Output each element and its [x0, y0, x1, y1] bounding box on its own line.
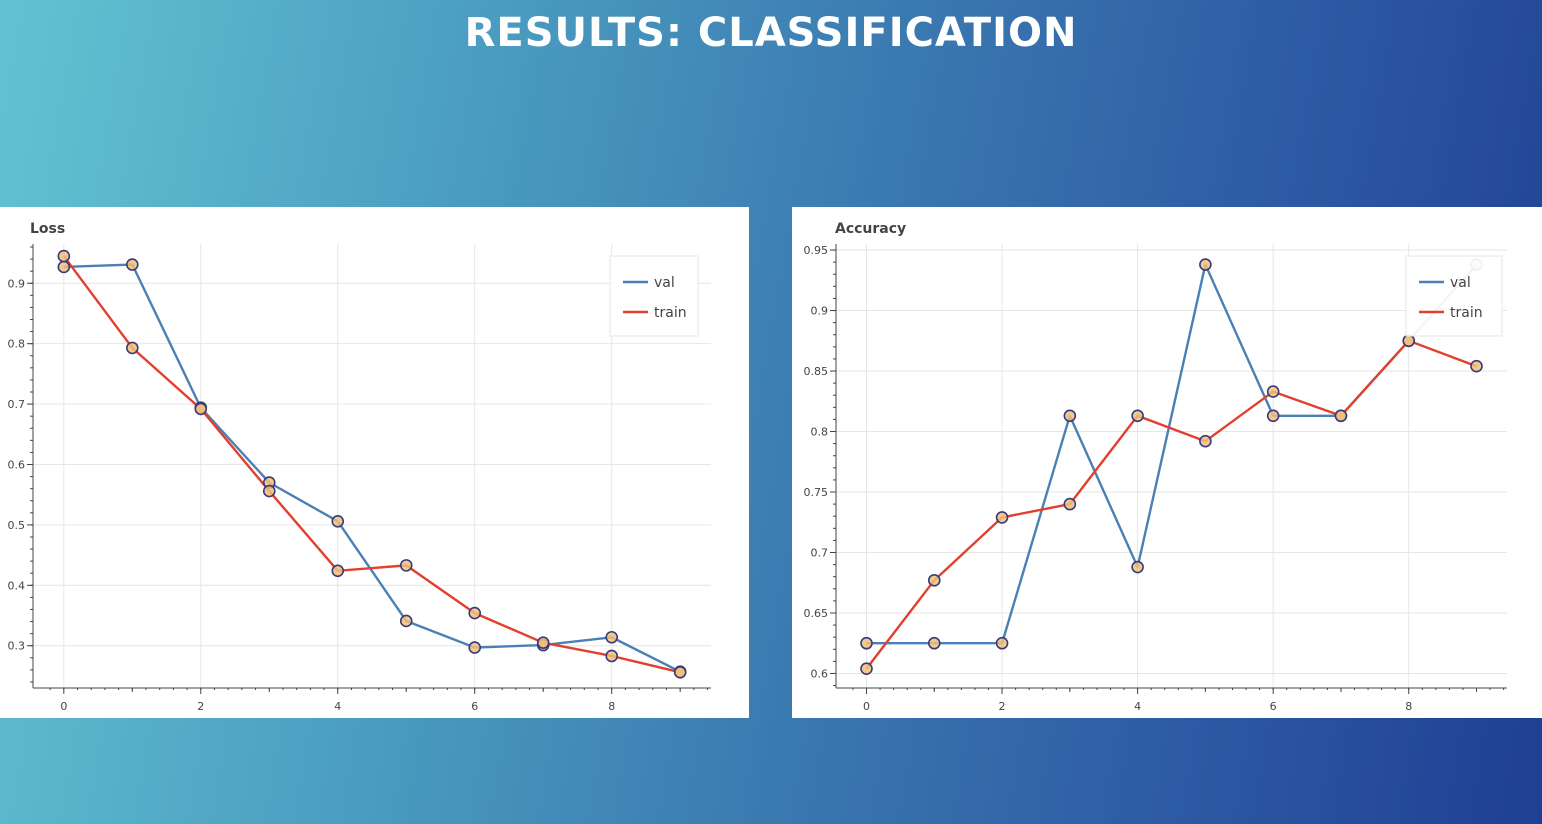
data-point-train [927, 574, 941, 587]
x-tick-label: 6 [1270, 700, 1277, 713]
data-point-val [1266, 409, 1280, 423]
data-point-train [605, 649, 618, 663]
x-tick-label: 8 [1405, 700, 1412, 713]
data-point-val [860, 636, 873, 650]
loss-chart: Loss 0 2 4 6 8 0.3 0.4 0.5 0.6 0.7 0.8 0.9 val train [8, 221, 711, 713]
legend-label-val: val [654, 275, 675, 291]
series-line-train [865, 339, 1477, 670]
data-point-train [1334, 409, 1348, 423]
data-point-val [1199, 258, 1212, 271]
legend: val train [1405, 255, 1503, 337]
accuracy-chart: Accuracy 0 2 4 6 8 0.6 0.65 0.7 0.75 0.8 0.85 0.9 0.9… [804, 221, 1507, 713]
data-point-train [1266, 385, 1280, 398]
data-point-train [468, 606, 482, 620]
x-tick-label: 4 [1134, 700, 1141, 713]
y-tick-label: 0.75 [804, 486, 829, 499]
data-point-val [1131, 560, 1144, 574]
legend-label-val: val [1450, 275, 1471, 291]
data-point-train [1402, 334, 1416, 348]
series-line-train [62, 255, 681, 674]
data-point-train [1199, 434, 1212, 448]
x-tick-label: 2 [999, 700, 1006, 713]
y-tick-label: 0.7 [8, 398, 26, 411]
data-point-train [57, 249, 71, 263]
data-point-val [468, 641, 482, 654]
data-point-train [673, 665, 687, 679]
legend-box [1405, 255, 1503, 337]
y-tick-label: 0.3 [8, 640, 26, 653]
loss-chart-panel: Loss 0 2 4 6 8 0.3 0.4 0.5 0.6 0.7 0.8 0.9 val train [0, 207, 749, 718]
data-point-train [331, 564, 345, 578]
data-point-train [194, 402, 208, 416]
slide-title: RESULTS: CLASSIFICATION [464, 10, 1078, 56]
y-tick-label: 0.4 [8, 579, 26, 592]
data-point-val [927, 636, 941, 650]
data-point-train [262, 484, 276, 498]
y-tick-label: 0.9 [8, 277, 26, 290]
y-tick-label: 0.8 [8, 338, 26, 351]
y-tick-label: 0.6 [811, 667, 829, 680]
grid [836, 244, 1507, 688]
x-tick-label: 6 [471, 700, 478, 713]
legend: val train [609, 255, 699, 337]
data-point-val [605, 630, 618, 644]
legend-label-train: train [1450, 305, 1483, 321]
y-tick-label: 0.65 [804, 607, 829, 620]
y-tick-label: 0.5 [8, 519, 26, 532]
x-tick-label: 8 [608, 700, 615, 713]
chart-title: Accuracy [835, 221, 906, 237]
data-point-train [536, 636, 550, 649]
y-tick-label: 0.95 [804, 244, 829, 257]
chart-title: Loss [30, 221, 65, 237]
x-tick-label: 0 [863, 700, 870, 713]
legend-box [609, 255, 699, 337]
x-tick-label: 2 [197, 700, 204, 713]
accuracy-chart-panel: Accuracy 0 2 4 6 8 0.6 0.65 0.7 0.75 0.8 0.85 0.9 0.9… [792, 207, 1542, 718]
series-line-val [866, 263, 1478, 645]
legend-label-train: train [654, 305, 687, 321]
data-point-train [1470, 359, 1483, 373]
data-point-val [57, 260, 71, 274]
y-tick-label: 0.85 [804, 365, 829, 378]
data-point-val [399, 614, 413, 628]
data-point-train [1131, 409, 1144, 423]
x-tick-label: 4 [334, 700, 341, 713]
x-tick-label: 0 [60, 700, 67, 713]
y-tick-label: 0.8 [811, 426, 829, 439]
data-point-train [860, 662, 873, 675]
data-point-train [1063, 497, 1077, 511]
data-point-val [126, 258, 139, 271]
grid [33, 244, 711, 688]
data-point-train [126, 341, 139, 355]
data-point-train [399, 559, 413, 572]
y-tick-label: 0.9 [811, 305, 829, 318]
data-point-train [995, 511, 1009, 524]
y-tick-label: 0.6 [8, 458, 26, 471]
y-tick-label: 0.7 [811, 547, 829, 560]
series-line-val [63, 263, 681, 673]
data-point-val [995, 636, 1009, 650]
data-point-val [331, 514, 345, 528]
data-point-val [1063, 409, 1077, 423]
